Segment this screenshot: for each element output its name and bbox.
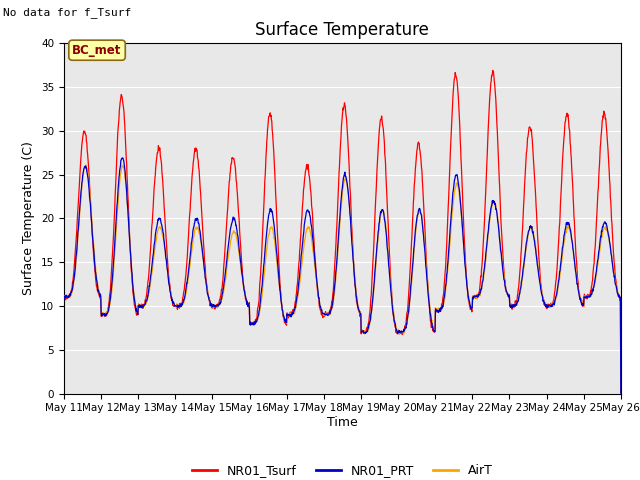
Y-axis label: Surface Temperature (C): Surface Temperature (C) <box>22 142 35 295</box>
X-axis label: Time: Time <box>327 416 358 429</box>
Legend: NR01_Tsurf, NR01_PRT, AirT: NR01_Tsurf, NR01_PRT, AirT <box>187 459 498 480</box>
Text: No data for f_Tsurf: No data for f_Tsurf <box>3 7 131 18</box>
Text: BC_met: BC_met <box>72 44 122 57</box>
Title: Surface Temperature: Surface Temperature <box>255 21 429 39</box>
